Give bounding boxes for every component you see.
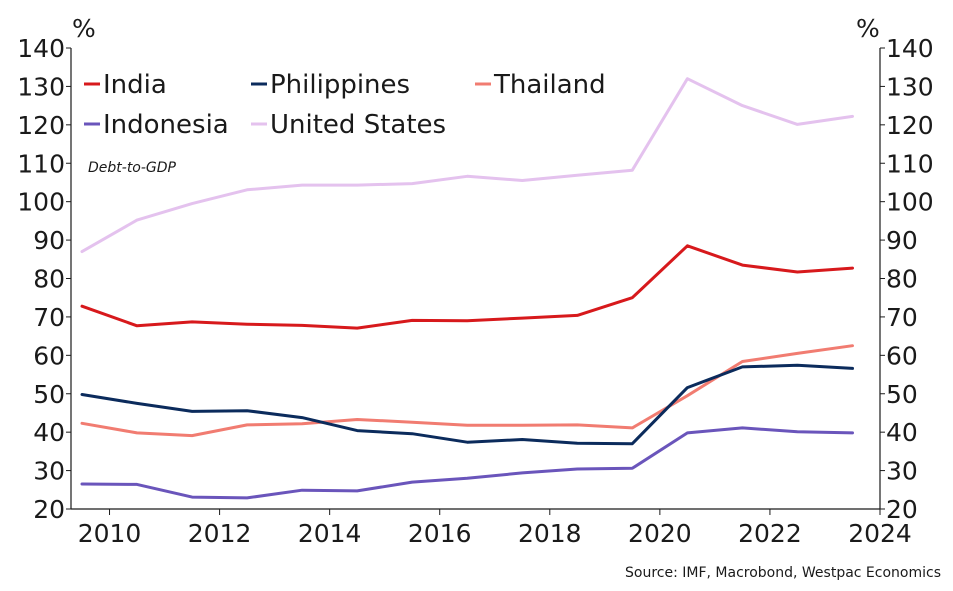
series-line-indonesia: [80, 426, 854, 500]
right-unit-label: %: [856, 14, 880, 43]
left-unit-label: %: [72, 14, 96, 43]
y-tick-label-left: 60: [33, 341, 65, 370]
x-tick-label: 2022: [738, 519, 802, 548]
legend-label-indonesia: Indonesia: [103, 110, 229, 140]
y-tick-label-right: 100: [886, 188, 934, 217]
legend: India Philippines Thailand Indonesia United …: [84, 70, 606, 140]
y-tick-label-right: 90: [886, 226, 918, 255]
y-tick-label-right: 130: [886, 72, 934, 101]
y-tick-label-right: 30: [886, 457, 918, 486]
y-tick-label-left: 30: [33, 457, 65, 486]
y-tick-label-right: 60: [886, 341, 918, 370]
y-tick-label-left: 40: [33, 418, 65, 447]
y-tick-label-left: 50: [33, 380, 65, 409]
legend-label-india: India: [103, 70, 167, 100]
legend-label-philippines: Philippines: [270, 70, 410, 100]
legend-label-united-states: United States: [270, 110, 446, 140]
series-line-india: [80, 244, 854, 330]
series-line-united-states: [80, 77, 854, 254]
x-tick-label: 2014: [298, 519, 362, 548]
y-tick-label-left: 80: [33, 265, 65, 294]
y-tick-label-right: 110: [886, 149, 934, 178]
legend-label-thailand: Thailand: [493, 70, 606, 100]
x-tick-label: 2010: [78, 519, 142, 548]
y-tick-label-left: 70: [33, 303, 65, 332]
x-tick-label: 2020: [628, 519, 692, 548]
y-tick-label-left: 140: [17, 34, 65, 63]
y-tick-label-right: 40: [886, 418, 918, 447]
y-tick-label-left: 110: [17, 149, 65, 178]
y-tick-label-right: 70: [886, 303, 918, 332]
series-line-thailand: [80, 344, 854, 438]
y-tick-label-right: 80: [886, 265, 918, 294]
debt-to-gdp-annotation: Debt-to-GDP: [88, 160, 177, 176]
y-tick-label-right: 50: [886, 380, 918, 409]
y-tick-label-right: 120: [886, 111, 934, 140]
x-tick-label: 2016: [408, 519, 472, 548]
y-tick-label-left: 130: [17, 72, 65, 101]
series-line-philippines: [80, 363, 854, 446]
y-tick-label-left: 100: [17, 188, 65, 217]
y-tick-label-left: 120: [17, 111, 65, 140]
series-lines: [80, 77, 854, 500]
x-tick-label: 2012: [188, 519, 252, 548]
source-note: Source: IMF, Macrobond, Westpac Economic…: [625, 565, 941, 581]
y-tick-label-left: 90: [33, 226, 65, 255]
x-tick-label: 2018: [518, 519, 582, 548]
y-tick-label-left: 20: [33, 495, 65, 524]
y-tick-label-right: 20: [886, 495, 918, 524]
y-tick-label-right: 140: [886, 34, 934, 63]
x-tick-label: 2024: [848, 519, 912, 548]
